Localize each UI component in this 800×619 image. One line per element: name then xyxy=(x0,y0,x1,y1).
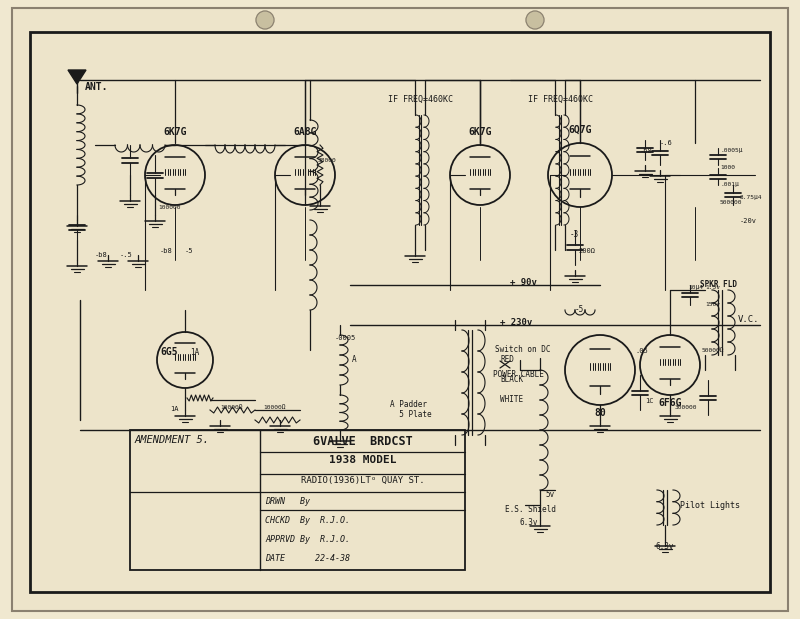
Text: AMENDMENT 5.: AMENDMENT 5. xyxy=(135,435,210,445)
Text: -b8: -b8 xyxy=(160,248,173,254)
Text: APPRVD By  R.J.O.: APPRVD By R.J.O. xyxy=(265,535,350,544)
Text: 1C: 1C xyxy=(645,398,654,404)
Text: -.5: -.5 xyxy=(120,252,133,258)
Text: -3: -3 xyxy=(570,230,579,239)
Polygon shape xyxy=(68,70,86,84)
Text: 1A: 1A xyxy=(190,348,199,357)
Text: + 90v: + 90v xyxy=(510,278,537,287)
Text: Pilot Lights: Pilot Lights xyxy=(680,501,740,509)
Text: + 230v: + 230v xyxy=(500,318,532,327)
Text: 100000: 100000 xyxy=(158,205,181,210)
Text: RADIO(1936)LTᵒ QUAY ST.: RADIO(1936)LTᵒ QUAY ST. xyxy=(301,476,424,485)
Text: DATE      22-4-38: DATE 22-4-38 xyxy=(265,554,350,563)
Text: 200Ω: 200Ω xyxy=(578,248,595,254)
Text: V.C.: V.C. xyxy=(738,315,759,324)
Text: 150v: 150v xyxy=(705,302,720,307)
Text: 50000Ω: 50000Ω xyxy=(702,348,725,353)
Text: SPKR FLD: SPKR FLD xyxy=(700,280,737,289)
Text: 6G5: 6G5 xyxy=(160,347,178,357)
Text: -5: -5 xyxy=(185,248,194,254)
Text: POWER CABLE: POWER CABLE xyxy=(493,370,544,379)
Text: WHITE: WHITE xyxy=(500,395,523,404)
Text: IF FREQ=460KC: IF FREQ=460KC xyxy=(527,95,593,104)
Text: 6.3v: 6.3v xyxy=(655,542,674,551)
Text: 6K7G: 6K7G xyxy=(468,127,492,137)
Text: 6F6G: 6F6G xyxy=(658,398,682,408)
Circle shape xyxy=(256,11,274,29)
Text: .001μ: .001μ xyxy=(720,182,738,187)
Text: 5v: 5v xyxy=(545,490,554,499)
Text: A: A xyxy=(352,355,357,364)
Text: 38000: 38000 xyxy=(318,158,337,163)
Text: 6A8G: 6A8G xyxy=(294,127,317,137)
Text: -b8: -b8 xyxy=(95,252,108,258)
Text: -5: -5 xyxy=(575,305,584,314)
Text: ANT.: ANT. xyxy=(85,82,109,92)
Text: 10000Ω: 10000Ω xyxy=(221,405,243,410)
Text: 500000: 500000 xyxy=(720,200,742,205)
Text: 6K7G: 6K7G xyxy=(163,127,186,137)
Text: 1000: 1000 xyxy=(720,165,735,170)
Text: 80: 80 xyxy=(594,408,606,418)
Text: Switch on DC: Switch on DC xyxy=(495,345,550,354)
Text: 1A: 1A xyxy=(170,406,178,412)
Text: -b8: -b8 xyxy=(640,148,653,154)
Text: -0005: -0005 xyxy=(335,335,356,341)
Text: 1938 MODEL: 1938 MODEL xyxy=(329,455,396,465)
Text: 10000Ω: 10000Ω xyxy=(264,405,286,410)
Text: -.6: -.6 xyxy=(660,140,673,146)
Text: 6Q7G: 6Q7G xyxy=(568,125,592,135)
Text: .0005μ: .0005μ xyxy=(720,148,742,153)
Text: 1.5v: 1.5v xyxy=(705,285,720,290)
Text: DRWN   By: DRWN By xyxy=(265,497,310,506)
Text: E.S. Shield: E.S. Shield xyxy=(505,505,556,514)
Text: IF FREQ=460KC: IF FREQ=460KC xyxy=(387,95,453,104)
Text: CHCKD  By  R.J.O.: CHCKD By R.J.O. xyxy=(265,516,350,525)
Text: A Padder
  5 Plate: A Padder 5 Plate xyxy=(390,400,432,420)
Text: -20v: -20v xyxy=(740,218,757,224)
Text: 6.3v: 6.3v xyxy=(520,518,538,527)
Text: RED: RED xyxy=(500,355,514,364)
Bar xyxy=(130,430,465,570)
Text: 300000: 300000 xyxy=(675,405,698,410)
Text: 6VALVE  BRDCST: 6VALVE BRDCST xyxy=(313,435,412,448)
Text: .05: .05 xyxy=(635,348,648,354)
Text: BLACK: BLACK xyxy=(500,375,523,384)
Circle shape xyxy=(526,11,544,29)
Text: 3.75μ4: 3.75μ4 xyxy=(740,195,762,200)
Text: 10μ4: 10μ4 xyxy=(688,285,703,290)
